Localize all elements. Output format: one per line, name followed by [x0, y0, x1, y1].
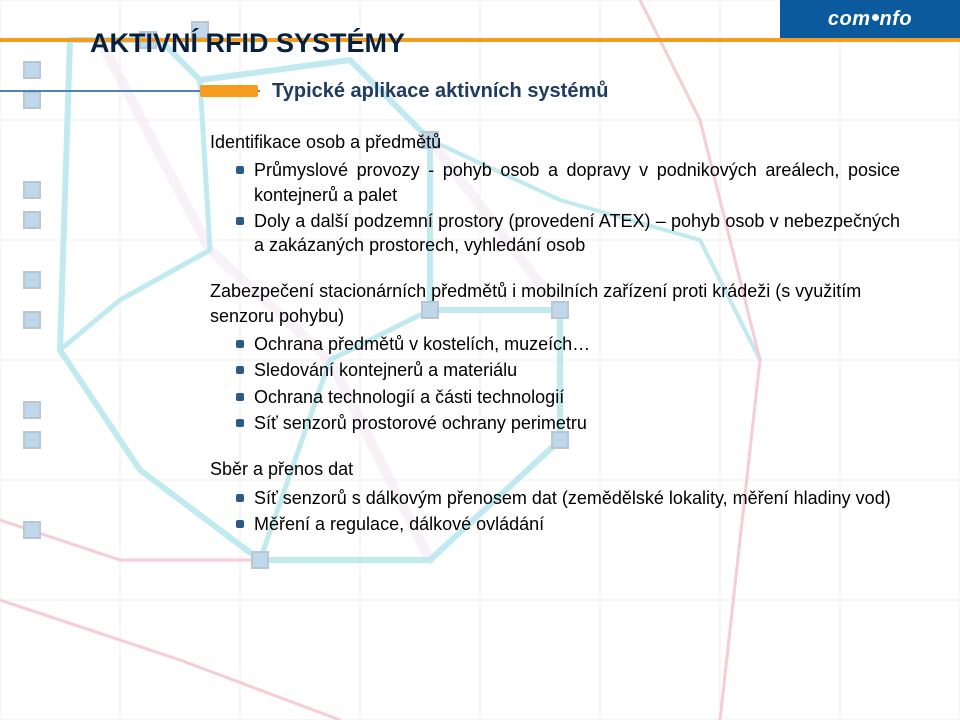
subtitle-text: Typické aplikace aktivních systémů: [272, 80, 608, 103]
bullet-list: Ochrana předmětů v kostelích, muzeích…Sl…: [210, 332, 900, 435]
bullet-item: Ochrana technologií a části technologií: [236, 385, 900, 409]
bullet-item: Měření a regulace, dálkové ovládání: [236, 512, 900, 536]
logo-text: comnfo: [828, 8, 912, 31]
logo-box: comnfo: [780, 0, 960, 38]
bullet-item: Síť senzorů s dálkovým přenosem dat (zem…: [236, 486, 900, 510]
bullet-item: Ochrana předmětů v kostelích, muzeích…: [236, 332, 900, 356]
section: Identifikace osob a předmětů Průmyslové p…: [210, 130, 900, 257]
bullet-list: Průmyslové provozy - pohyb osob a doprav…: [210, 158, 900, 257]
page-title-wrap: AKTIVNÍ RFID SYSTÉMY: [90, 28, 405, 59]
bullet-item: Síť senzorů prostorové ochrany perimetru: [236, 411, 900, 435]
section-heading: Identifikace osob a předmětů: [210, 130, 900, 154]
bullet-list: Síť senzorů s dálkovým přenosem dat (zem…: [210, 486, 900, 537]
section-heading: Sběr a přenos dat: [210, 457, 900, 481]
section-heading: Zabezpečení stacionárních předmětů i mob…: [210, 279, 900, 328]
bullet-item: Sledování kontejnerů a materiálu: [236, 358, 900, 382]
logo-dot-icon: [872, 14, 879, 21]
page-title: AKTIVNÍ RFID SYSTÉMY: [90, 28, 405, 59]
section: Sběr a přenos dat Síť senzorů s dálkovým …: [210, 457, 900, 536]
bullet-item: Průmyslové provozy - pohyb osob a doprav…: [236, 158, 900, 207]
section: Zabezpečení stacionárních předmětů i mob…: [210, 279, 900, 435]
subtitle-marker: [200, 85, 258, 97]
bullet-item: Doly a další podzemní prostory (proveden…: [236, 209, 900, 258]
content-area: Identifikace osob a předmětů Průmyslové p…: [210, 130, 900, 558]
